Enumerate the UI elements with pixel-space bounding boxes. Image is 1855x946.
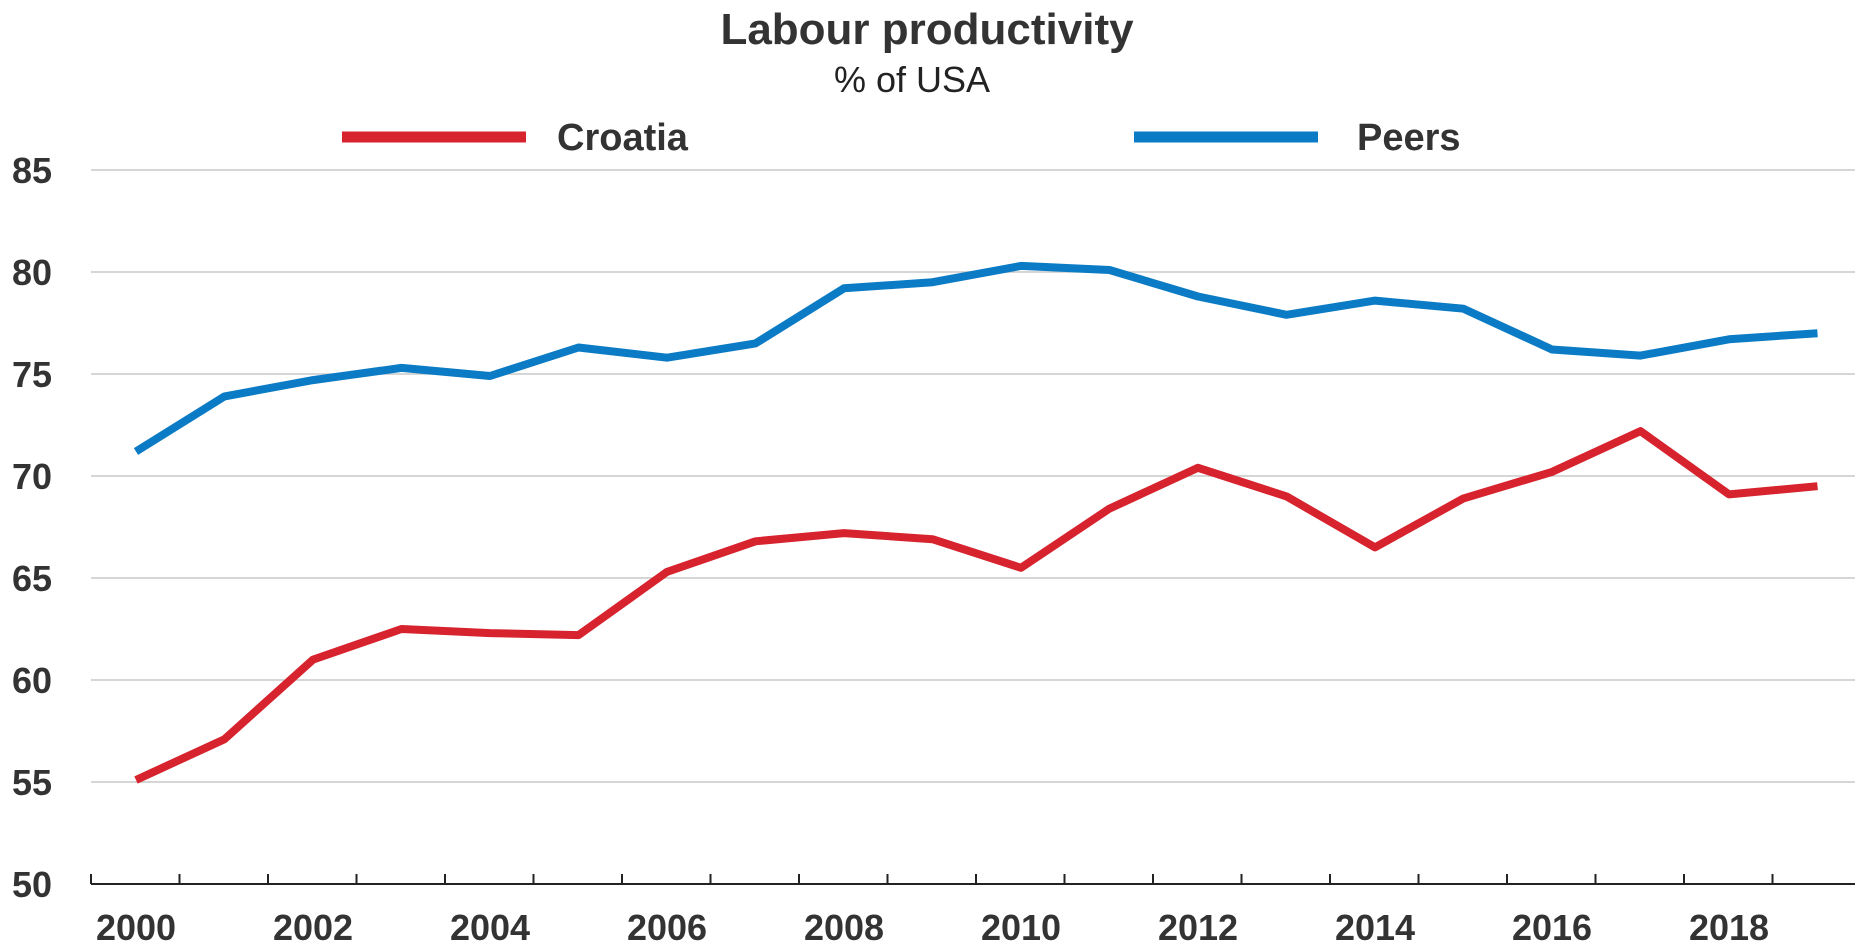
x-tick-label-2012: 2012 xyxy=(1158,907,1238,946)
legend: Croatia Peers xyxy=(342,117,1461,159)
y-tick-label-65: 65 xyxy=(12,558,52,599)
y-tick-label-70: 70 xyxy=(12,456,52,497)
y-tick-label-50: 50 xyxy=(12,864,52,905)
series-line-peers xyxy=(133,261,1818,455)
x-tick-label-2018: 2018 xyxy=(1689,907,1769,946)
grid-lines xyxy=(91,169,1855,783)
x-tick-label-2008: 2008 xyxy=(804,907,884,946)
x-axis: 2000 2002 2004 2006 2008 2010 2012 2014 2016 2018 xyxy=(90,874,1855,946)
y-axis: 50 55 60 65 70 75 80 85 xyxy=(12,150,52,905)
legend-label-peers: Peers xyxy=(1357,117,1461,159)
x-tick-label-2004: 2004 xyxy=(450,907,530,946)
x-tick-label-2002: 2002 xyxy=(273,907,353,946)
series-line-croatia xyxy=(134,427,1818,784)
x-tick-label-2000: 2000 xyxy=(96,907,176,946)
x-tick-label-2006: 2006 xyxy=(627,907,707,946)
y-tick-label-85: 85 xyxy=(12,150,52,191)
y-tick-label-60: 60 xyxy=(12,660,52,701)
y-tick-label-75: 75 xyxy=(12,354,52,395)
y-tick-label-80: 80 xyxy=(12,252,52,293)
x-tick-label-2014: 2014 xyxy=(1335,907,1415,946)
chart-title: Labour productivity xyxy=(720,5,1134,54)
chart-subtitle: % of USA xyxy=(834,59,990,100)
x-tick-label-2010: 2010 xyxy=(981,907,1061,946)
x-tick-label-2016: 2016 xyxy=(1512,907,1592,946)
y-tick-label-55: 55 xyxy=(12,762,52,803)
series-lines xyxy=(133,261,1818,784)
legend-label-croatia: Croatia xyxy=(557,117,689,159)
